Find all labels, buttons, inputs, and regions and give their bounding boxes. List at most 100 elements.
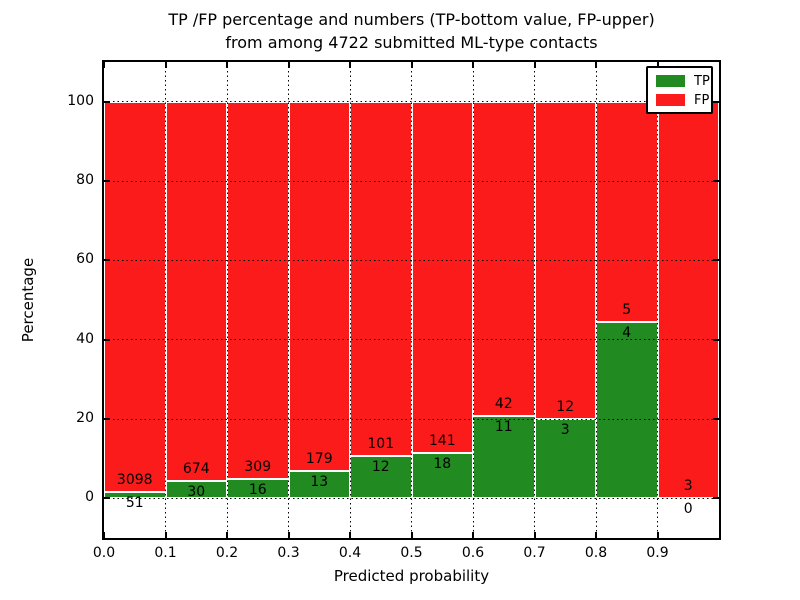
v-gridline bbox=[534, 62, 535, 538]
fp-bar-5 bbox=[411, 101, 473, 454]
x-tick-label: 0.1 bbox=[154, 545, 177, 561]
legend: TP FP bbox=[646, 66, 713, 114]
x-tick-mark bbox=[533, 532, 536, 538]
tp-bar-7 bbox=[534, 419, 596, 499]
fp-bar-2 bbox=[227, 101, 289, 479]
fp-count-label-2: 309 bbox=[244, 458, 272, 475]
y-tick-mark bbox=[713, 418, 719, 420]
y-tick-label: 40 bbox=[76, 330, 94, 347]
v-gridline bbox=[657, 62, 658, 538]
y-tick-mark bbox=[713, 259, 719, 262]
x-tick-mark bbox=[349, 62, 351, 68]
x-tick-mark bbox=[287, 62, 290, 68]
x-tick-mark bbox=[533, 62, 536, 68]
v-gridline bbox=[226, 62, 228, 538]
y-tick-label: 0 bbox=[85, 489, 94, 506]
fp-count-label-8: 5 bbox=[622, 302, 632, 319]
tp-count-label-5: 18 bbox=[433, 456, 452, 473]
x-tick-mark bbox=[103, 532, 105, 538]
y-tick-mark bbox=[713, 180, 719, 182]
chart-title-line1: TP /FP percentage and numbers (TP-bottom… bbox=[168, 10, 655, 29]
x-tick-mark bbox=[226, 532, 228, 538]
x-tick-mark bbox=[164, 532, 167, 538]
tp-count-label-4: 12 bbox=[371, 459, 390, 476]
y-axis-label: Percentage bbox=[19, 257, 37, 343]
y-tick-label: 80 bbox=[76, 172, 94, 188]
y-tick-label: 20 bbox=[76, 410, 94, 426]
x-tick-label: 0.5 bbox=[400, 545, 423, 561]
tp-count-label-6: 11 bbox=[494, 419, 513, 435]
fp-bar-8 bbox=[596, 101, 658, 323]
tp-count-label-9: 0 bbox=[683, 501, 693, 518]
x-tick-label: 0.8 bbox=[584, 545, 608, 561]
x-tick-mark bbox=[656, 532, 659, 538]
v-gridline bbox=[411, 62, 412, 538]
h-gridline bbox=[104, 180, 719, 182]
x-tick-label: 0.9 bbox=[646, 545, 669, 561]
fp-bar-4 bbox=[350, 101, 412, 457]
h-gridline bbox=[104, 497, 719, 499]
legend-label-tp: TP bbox=[694, 73, 710, 89]
legend-item-fp: FP bbox=[656, 92, 711, 108]
x-axis-label: Predicted probability bbox=[333, 567, 490, 585]
y-tick-mark bbox=[104, 100, 110, 103]
v-gridline bbox=[288, 62, 289, 538]
h-gridline bbox=[104, 101, 719, 103]
x-tick-mark bbox=[472, 62, 474, 68]
y-tick-mark bbox=[104, 497, 110, 500]
fp-bar-6 bbox=[473, 101, 535, 416]
fp-count-label-3: 179 bbox=[305, 451, 333, 468]
x-tick-mark bbox=[349, 532, 351, 538]
fp-bar-1 bbox=[165, 101, 227, 482]
y-tick-mark bbox=[104, 180, 110, 182]
x-tick-mark bbox=[656, 62, 659, 68]
x-tick-mark bbox=[410, 62, 413, 68]
tp-count-label-0: 51 bbox=[125, 494, 144, 511]
x-tick-mark bbox=[103, 62, 105, 68]
y-tick-mark bbox=[713, 497, 719, 500]
x-tick-mark bbox=[287, 532, 290, 538]
legend-label-fp: FP bbox=[694, 92, 710, 108]
v-gridline bbox=[349, 62, 351, 538]
v-gridline bbox=[595, 62, 597, 538]
y-tick-mark bbox=[713, 338, 719, 341]
x-tick-mark bbox=[410, 532, 413, 538]
legend-item-tp: TP bbox=[656, 73, 711, 89]
tp-count-label-1: 30 bbox=[187, 484, 206, 501]
fp-count-label-0: 3098 bbox=[116, 471, 153, 488]
x-tick-mark bbox=[472, 532, 474, 538]
x-tick-mark bbox=[595, 62, 597, 68]
fp-bar-9 bbox=[657, 101, 719, 499]
x-tick-mark bbox=[226, 62, 228, 68]
x-tick-label: 0.3 bbox=[277, 545, 300, 561]
y-tick-label: 60 bbox=[76, 251, 94, 268]
x-tick-label: 0.2 bbox=[215, 545, 239, 561]
fp-count-label-6: 42 bbox=[494, 396, 513, 412]
fp-count-label-5: 141 bbox=[428, 433, 456, 450]
fp-count-label-1: 674 bbox=[182, 461, 210, 478]
y-tick-label: 100 bbox=[67, 92, 94, 109]
x-tick-label: 0.4 bbox=[338, 545, 362, 561]
h-gridline bbox=[104, 259, 719, 261]
chart-title-line2: from among 4722 submitted ML-type contac… bbox=[225, 33, 598, 52]
x-tick-mark bbox=[164, 62, 167, 68]
v-gridline bbox=[165, 62, 166, 538]
tp-count-label-7: 3 bbox=[560, 422, 570, 438]
x-tick-label: 0.6 bbox=[461, 545, 485, 561]
tp-count-label-8: 4 bbox=[622, 325, 632, 342]
tp-legend-swatch bbox=[656, 75, 685, 87]
fp-count-label-4: 101 bbox=[367, 436, 395, 453]
fp-count-label-9: 3 bbox=[683, 478, 693, 495]
fp-bar-0 bbox=[104, 101, 166, 492]
y-tick-mark bbox=[104, 418, 110, 420]
tp-bar-8 bbox=[596, 322, 658, 499]
v-gridline bbox=[472, 62, 474, 538]
fp-bar-3 bbox=[288, 101, 350, 472]
y-tick-mark bbox=[104, 259, 110, 262]
y-tick-mark bbox=[104, 338, 110, 341]
h-gridline bbox=[104, 418, 719, 420]
y-tick-mark bbox=[713, 100, 719, 103]
x-tick-label: 0.0 bbox=[92, 545, 116, 561]
fp-count-label-7: 12 bbox=[556, 399, 575, 415]
h-gridline bbox=[104, 339, 719, 341]
